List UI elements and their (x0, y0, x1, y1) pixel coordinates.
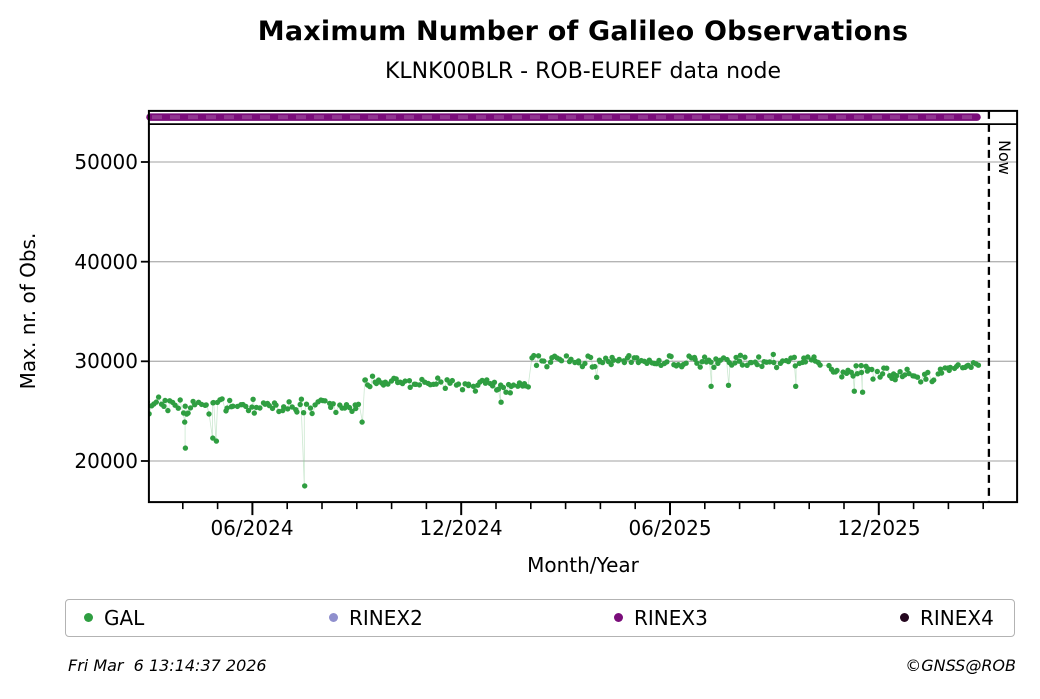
y-tick-label: 30000 (74, 349, 138, 373)
y-tick-label: 40000 (74, 250, 138, 274)
y-tick-label: 20000 (74, 449, 138, 473)
legend-dot-gal (84, 613, 93, 622)
legend-item-gal: GAL (84, 600, 144, 635)
legend-box: GAL RINEX2 RINEX3 RINEX4 (65, 599, 1015, 637)
y-tick-label: 50000 (74, 150, 138, 174)
footer-credit: ©GNSS@ROB (905, 656, 1016, 675)
chart-title: Maximum Number of Galileo Observations (257, 16, 909, 47)
legend-item-rinex4: RINEX4 (900, 600, 994, 635)
x-tick-label: 06/2025 (628, 516, 712, 540)
legend-label: RINEX3 (634, 605, 708, 630)
x-axis-label: Month/Year (527, 553, 639, 577)
x-tick-label: 06/2024 (210, 516, 294, 540)
legend-label: RINEX2 (349, 605, 423, 630)
legend-label: GAL (104, 605, 145, 630)
legend-dot-rinex3 (614, 613, 623, 622)
footer-timestamp: Fri Mar 6 13:14:37 2026 (68, 656, 267, 675)
x-tick-label: 12/2025 (837, 516, 921, 540)
legend-item-rinex2: RINEX2 (329, 600, 423, 635)
legend-label: RINEX4 (920, 605, 994, 630)
x-tick-label: 12/2024 (419, 516, 503, 540)
legend-dot-rinex4 (900, 613, 909, 622)
chart-subtitle: KLNK00BLR - ROB-EUREF data node (384, 59, 782, 84)
y-axis-label: Max. nr. of Obs. (16, 232, 40, 390)
legend-dot-rinex2 (329, 613, 338, 622)
legend-item-rinex3: RINEX3 (614, 600, 708, 635)
now-marker-label: Now (995, 140, 1014, 175)
